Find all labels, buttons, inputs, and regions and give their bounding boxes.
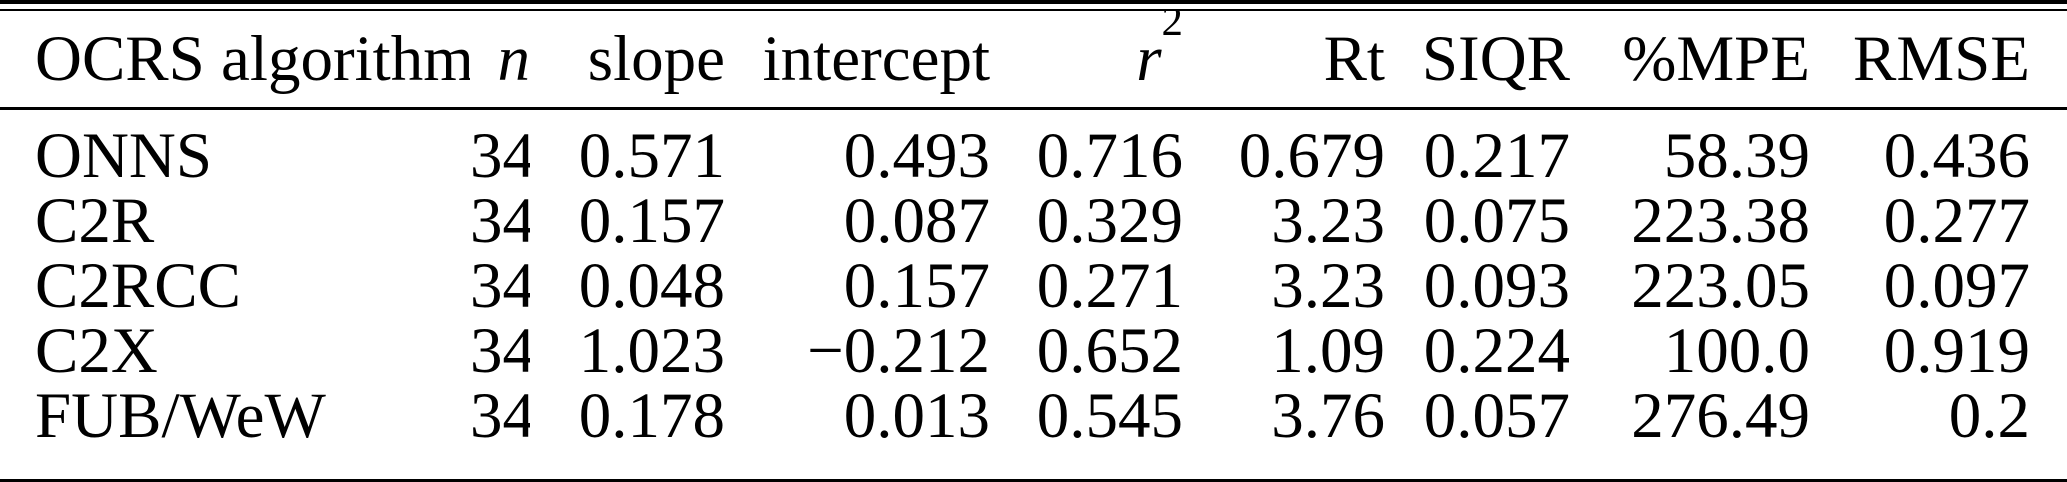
cell-rt: 1.09 [1271,319,1385,384]
col-header-mpe: %MPE [1570,11,1810,110]
col-header-rt: Rt [1183,11,1385,110]
cell-slope: 1.023 [578,319,725,384]
cell-n: 34 [470,120,530,189]
col-header-label: Rt [1323,22,1385,95]
cell-siqr: 0.075 [1423,189,1570,254]
cell-rmse: 0.097 [1883,254,2030,319]
cell-algorithm: FUB/WeW [35,384,326,449]
col-header-n: n [470,11,531,110]
col-header-label: r [1136,22,1162,95]
cell-n: 34 [470,189,530,254]
col-header-slope: slope [530,11,725,110]
cell-intercept: 0.087 [843,189,990,254]
table-row-onns: ONNS 34 0.571 0.493 0.716 0.679 0.217 58… [0,109,2067,190]
col-header-label: SIQR [1421,22,1570,95]
cell-siqr: 0.224 [1423,319,1570,384]
table-row-fub-wew: FUB/WeW 34 0.178 0.013 0.545 3.76 0.057 … [0,384,2067,449]
col-header-label: n [497,22,531,95]
col-header-ocrs-algorithm: OCRS algorithm [0,11,470,110]
table-top-rule-thin [0,9,2067,11]
table-bottom-rule [0,479,2067,482]
col-header-label: OCRS algorithm [35,22,470,95]
cell-siqr: 0.093 [1423,254,1570,319]
cell-rmse: 0.277 [1883,189,2030,254]
cell-mpe: 223.05 [1631,254,1810,319]
cell-slope: 0.178 [578,384,725,449]
ocrs-metrics-table: OCRS algorithm n slope intercept r2 Rt S… [0,11,2067,449]
bottom-spacer [0,449,2067,479]
cell-r2: 0.329 [1036,189,1183,254]
col-header-label: slope [587,22,725,95]
cell-algorithm: C2X [35,319,158,384]
cell-intercept: −0.212 [807,319,990,384]
cell-rmse: 0.436 [1883,120,2030,189]
table-top-rule-thick [0,0,2067,4]
cell-rmse: 0.2 [1948,384,2030,449]
cell-intercept: 0.013 [843,384,990,449]
cell-rt: 3.23 [1271,254,1385,319]
cell-mpe: 100.0 [1663,319,1810,384]
table-row-c2x: C2X 34 1.023 −0.212 0.652 1.09 0.224 100… [0,319,2067,384]
cell-n: 34 [470,384,530,449]
cell-slope: 0.157 [578,189,725,254]
cell-rt: 3.76 [1271,384,1385,449]
header-row: OCRS algorithm n slope intercept r2 Rt S… [0,11,2067,110]
cell-rt: 3.23 [1271,189,1385,254]
table-row-c2r: C2R 34 0.157 0.087 0.329 3.23 0.075 223.… [0,189,2067,254]
cell-n: 34 [470,319,530,384]
cell-mpe: 58.39 [1663,120,1810,189]
cell-slope: 0.571 [578,120,725,189]
cell-intercept: 0.157 [843,254,990,319]
col-header-rmse: RMSE [1810,11,2067,110]
cell-r2: 0.545 [1036,384,1183,449]
cell-algorithm: C2R [35,189,155,254]
cell-intercept: 0.493 [843,120,990,189]
cell-algorithm: ONNS [35,120,212,189]
cell-rt: 0.679 [1238,120,1385,189]
col-header-intercept: intercept [725,11,990,110]
cell-rmse: 0.919 [1883,319,2030,384]
cell-mpe: 223.38 [1631,189,1810,254]
cell-r2: 0.271 [1036,254,1183,319]
r-squared-exponent: 2 [1161,11,1183,46]
cell-slope: 0.048 [578,254,725,319]
cell-mpe: 276.49 [1631,384,1810,449]
col-header-siqr: SIQR [1385,11,1570,110]
col-header-label: %MPE [1622,22,1810,95]
col-header-label: RMSE [1852,22,2030,95]
cell-siqr: 0.057 [1423,384,1570,449]
cell-r2: 0.652 [1036,319,1183,384]
cell-n: 34 [470,254,530,319]
table-row-c2rcc: C2RCC 34 0.048 0.157 0.271 3.23 0.093 22… [0,254,2067,319]
col-header-label: intercept [762,22,990,95]
cell-r2: 0.716 [1036,120,1183,189]
cell-siqr: 0.217 [1423,120,1570,189]
col-header-r-squared: r2 [990,11,1183,110]
cell-algorithm: C2RCC [35,254,241,319]
